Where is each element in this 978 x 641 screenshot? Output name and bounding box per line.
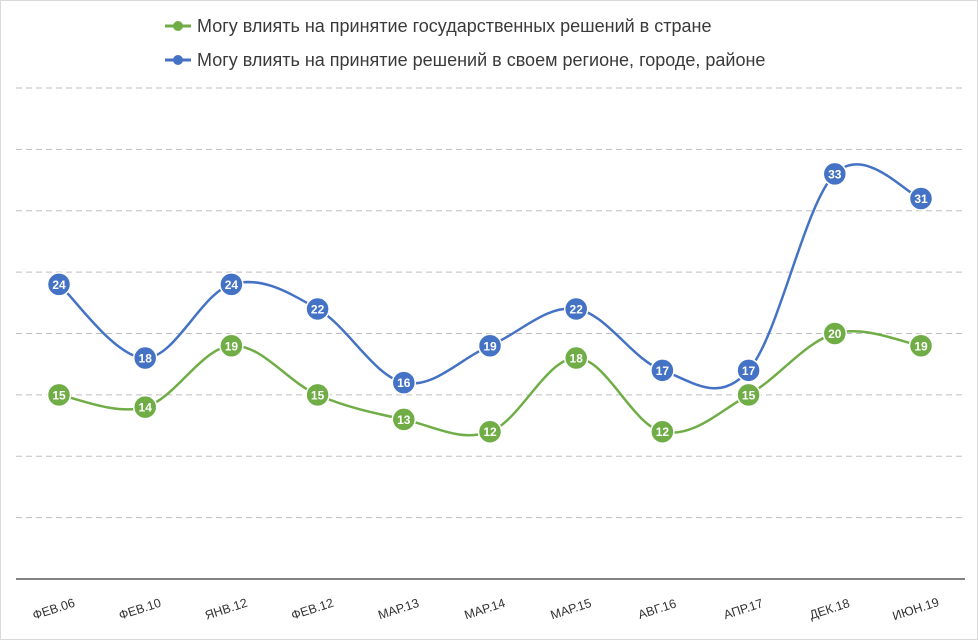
x-tick-labels: ФЕВ.06 ФЕВ.10 ЯНВ.12 ФЕВ.12 МАР.13 МАР.14 МАР.… — [31, 595, 941, 623]
data-point — [305, 382, 330, 408]
data-label: 18 — [139, 352, 153, 366]
data-label: 20 — [828, 327, 842, 341]
data-label: 15 — [52, 388, 66, 402]
x-tick-label: МАР.14 — [463, 596, 507, 622]
legend-label-regional-decisions: Могу влиять на принятие решений в своем … — [197, 50, 765, 70]
data-label: 15 — [742, 388, 756, 402]
data-point — [736, 358, 761, 383]
data-label: 22 — [311, 302, 325, 316]
data-point — [908, 333, 934, 359]
data-point — [132, 394, 158, 420]
x-tick-label: ФЕВ.10 — [117, 596, 163, 623]
x-tick-label: ДЕК.18 — [808, 596, 852, 622]
x-tick-label: ФЕВ.06 — [31, 596, 77, 623]
data-label: 31 — [914, 192, 928, 206]
data-label: 19 — [914, 339, 928, 353]
data-point — [132, 345, 158, 371]
data-label: 18 — [570, 352, 584, 366]
data-point — [391, 370, 417, 395]
data-point — [822, 161, 848, 187]
x-tick-label: МАР.13 — [376, 596, 420, 622]
legend: Могу влиять на принятие государственных … — [165, 16, 765, 70]
data-label: 24 — [52, 278, 66, 292]
data-point — [650, 358, 675, 383]
data-point — [822, 321, 848, 346]
data-label: 19 — [483, 339, 497, 353]
data-point — [391, 407, 417, 432]
data-label: 19 — [225, 339, 239, 353]
data-label: 12 — [483, 425, 497, 439]
data-label: 12 — [656, 425, 670, 439]
data-label: 15 — [311, 388, 325, 402]
x-tick-label: МАР.15 — [549, 596, 593, 622]
data-point — [908, 186, 934, 211]
x-tick-label: ФЕВ.12 — [289, 596, 335, 623]
legend-entry-state-decisions: Могу влиять на принятие государственных … — [165, 16, 711, 36]
data-label: 24 — [225, 278, 239, 292]
data-label: 17 — [656, 364, 670, 378]
legend-entry-regional-decisions: Могу влиять на принятие решений в своем … — [165, 50, 765, 70]
data-label: 16 — [397, 376, 411, 390]
data-point — [46, 272, 72, 297]
x-tick-label: АПР.17 — [722, 596, 765, 622]
data-point — [477, 419, 503, 444]
series-2: 24 18 24 22 16 19 22 17 17 33 31 — [46, 161, 934, 395]
data-label: 17 — [742, 364, 756, 378]
series-1: 15 14 19 15 13 12 18 12 15 20 19 — [46, 321, 934, 444]
legend-marker-green — [173, 21, 183, 31]
data-label: 14 — [139, 401, 153, 415]
legend-label-state-decisions: Могу влиять на принятие государственных … — [197, 16, 711, 36]
gridlines — [16, 87, 965, 519]
x-tick-label: ИЮН.19 — [891, 595, 941, 623]
data-label: 33 — [828, 167, 842, 181]
legend-marker-blue — [173, 55, 183, 65]
x-tick-label: АВГ.16 — [636, 596, 678, 621]
data-point — [305, 296, 330, 322]
data-point — [563, 345, 589, 371]
data-point — [563, 296, 589, 322]
data-point — [219, 272, 244, 297]
data-point — [736, 382, 761, 408]
data-point — [650, 419, 675, 444]
data-point — [46, 382, 72, 408]
data-label: 13 — [397, 413, 411, 427]
data-label: 22 — [570, 302, 584, 316]
series-layer: 15 14 19 15 13 12 18 12 15 20 19 24 18 24 22 16 19 22 17 17… — [46, 161, 934, 444]
data-point — [219, 333, 244, 359]
data-point — [477, 333, 503, 359]
x-tick-label: ЯНВ.12 — [203, 596, 249, 623]
